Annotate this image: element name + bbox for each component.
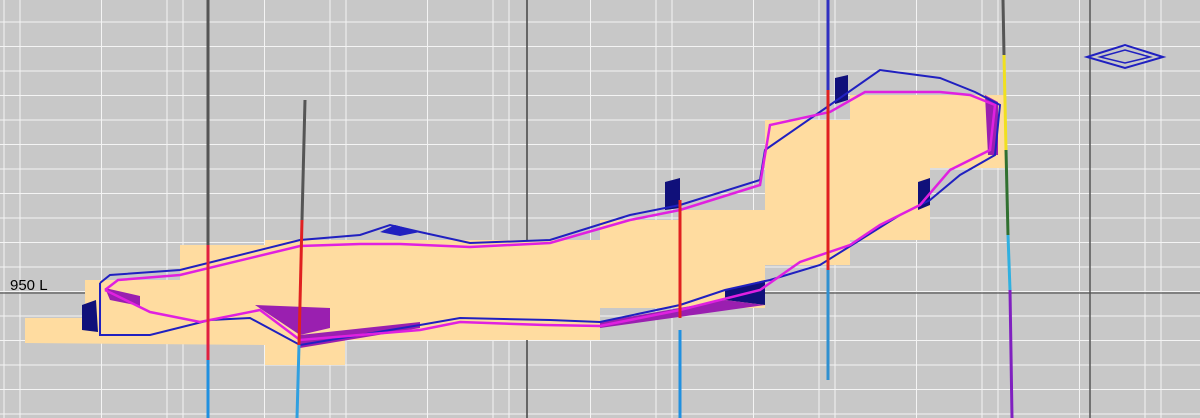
drill-hole <box>300 99 307 221</box>
drill-hole <box>1008 289 1014 418</box>
wall-face <box>380 225 420 236</box>
drill-hole <box>295 344 301 418</box>
wall-face <box>82 300 98 332</box>
wall-face <box>255 305 330 335</box>
level-label: 950 L <box>10 277 48 294</box>
wall-face <box>665 178 680 210</box>
wall-face <box>835 75 848 104</box>
wall-face <box>600 300 765 328</box>
stope-outline <box>99 68 1002 347</box>
marker <box>1097 49 1153 64</box>
stope-outline <box>104 90 997 342</box>
drill-hole <box>297 219 304 346</box>
drill-hole <box>1004 149 1010 236</box>
marker <box>1083 43 1167 70</box>
drill-hole <box>1002 54 1008 151</box>
drill-hole <box>1006 234 1012 291</box>
drill-hole <box>1001 0 1006 56</box>
